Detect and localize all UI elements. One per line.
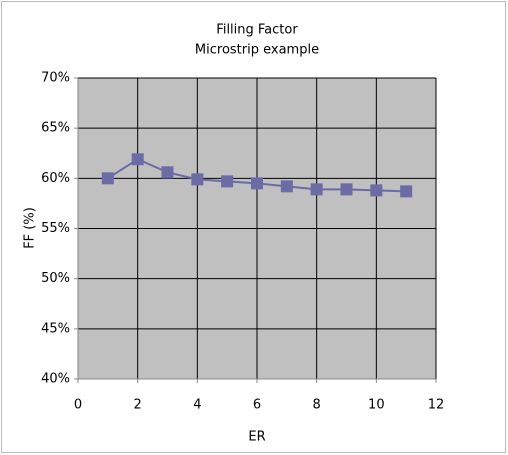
y-tick-label: 70% <box>41 71 70 86</box>
y-tick-label: 55% <box>41 221 70 236</box>
marker <box>340 183 353 196</box>
x-tick-label: 0 <box>74 398 82 413</box>
chart-title: Filling Factor <box>216 23 298 38</box>
marker <box>191 173 204 186</box>
marker <box>400 185 413 198</box>
x-tick-label: 10 <box>368 398 385 413</box>
y-axis-label: FF (%) <box>23 207 38 249</box>
y-tick-label: 45% <box>41 321 70 336</box>
x-tick-label: 8 <box>313 398 321 413</box>
marker <box>280 180 293 193</box>
chart-subtitle: Microstrip example <box>195 43 319 58</box>
marker <box>310 183 323 196</box>
y-tick-label: 60% <box>41 171 70 186</box>
x-tick-label: 12 <box>428 398 445 413</box>
marker <box>161 166 174 179</box>
marker <box>131 153 144 166</box>
marker <box>370 184 383 197</box>
y-tick-label: 50% <box>41 271 70 286</box>
marker <box>251 177 263 190</box>
x-tick-label: 4 <box>193 398 201 413</box>
y-tick-label: 40% <box>41 372 70 387</box>
x-tick-label: 6 <box>253 398 261 413</box>
marker <box>221 175 234 188</box>
x-axis-label: ER <box>248 430 265 445</box>
x-tick-label: 2 <box>134 398 142 413</box>
marker <box>101 172 114 185</box>
y-tick-label: 65% <box>41 121 70 136</box>
